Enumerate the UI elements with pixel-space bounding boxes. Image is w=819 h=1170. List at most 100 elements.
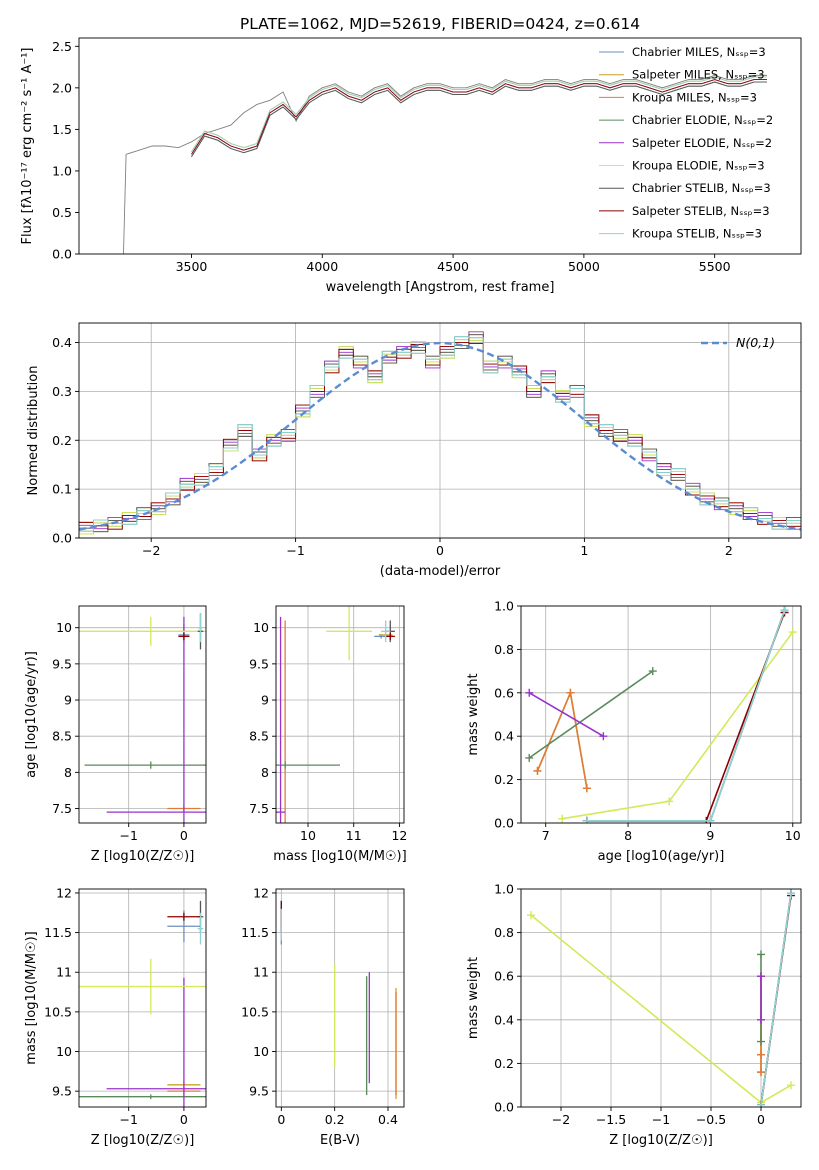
legend-entry-5: Kroupa ELODIE, Nₛₛₚ=3 — [632, 159, 765, 173]
tick-label-x: 9 — [706, 828, 714, 843]
tick-label-y: 10.5 — [241, 1004, 269, 1019]
x-axis-label: E(B-V) — [320, 1133, 360, 1148]
tick-label-x: 10 — [300, 828, 316, 843]
tick-label-y: 0.4 — [494, 1012, 514, 1027]
weight-line-8 — [586, 610, 786, 822]
tick-label-y: 0.2 — [52, 433, 72, 448]
tick-label-y: 9.5 — [52, 656, 72, 671]
axes-frame — [78, 37, 802, 255]
tick-label-y: 10 — [56, 1044, 72, 1059]
tick-label-y: 11.5 — [241, 925, 269, 940]
plot-area-spectrum — [123, 74, 767, 254]
gaussian-reference — [79, 341, 801, 531]
weight-line-1 — [536, 689, 588, 789]
model-spectrum-6 — [191, 81, 767, 158]
tick-label-y: 8 — [64, 765, 72, 780]
tick-label-y: 8.5 — [52, 729, 72, 744]
panel-age-vs-mass: 10 11 12 7.5 8 8.5 9 9.5 10 mass [log10(M/M☉)] — [249, 605, 407, 864]
tick-label-y: 0.6 — [494, 685, 514, 700]
tick-label-y: 1.0 — [494, 599, 514, 614]
axes-frame — [520, 605, 802, 824]
residual-histogram-8 — [79, 336, 801, 532]
tick-label-x: 0 — [757, 1112, 765, 1127]
tick-label-y: 12 — [253, 885, 269, 900]
weight-marker-5-0 — [527, 911, 535, 920]
weight-marker-8-1 — [787, 889, 795, 898]
plot-area-residuals — [79, 331, 801, 535]
weight-marker-8-2 — [780, 606, 789, 615]
tick-label-x: 11 — [346, 828, 362, 843]
panel-spectrum: 3500 4000 4500 5000 5500 0.0 0.5 1.0 1.5 2.0 2.5 wa… — [20, 37, 802, 295]
tick-label-y: 0.8 — [494, 642, 514, 657]
weight-marker-2-1 — [566, 688, 575, 697]
tick-label-y: 1.0 — [494, 882, 514, 897]
tick-label-x: 2 — [725, 543, 733, 558]
weight-marker-5-1 — [665, 797, 674, 806]
tick-label-y: 0.1 — [52, 482, 72, 497]
tick-label-y: 10 — [253, 620, 269, 635]
tick-label-x: −2 — [142, 543, 160, 558]
weight-marker-8-1 — [706, 816, 715, 823]
weight-marker-2-2 — [582, 784, 591, 793]
tick-label-y: 10 — [56, 620, 72, 635]
tick-label-x: −1 — [652, 1112, 670, 1127]
x-axis-label: wavelength [Angstrom, rest frame] — [326, 280, 555, 295]
weight-marker-5-0 — [558, 814, 567, 823]
tick-label-y: 0.0 — [52, 531, 72, 546]
tick-label-x: 5500 — [699, 259, 731, 274]
legend-entry-gaussian: N(0,1) — [736, 335, 775, 350]
weight-line-4 — [528, 692, 604, 737]
tick-label-x: 7 — [542, 828, 550, 843]
y-axis-label: mass weight — [466, 957, 481, 1039]
tick-label-y: 0.6 — [494, 969, 514, 984]
tick-label-x: −1 — [286, 543, 304, 558]
tick-label-x: 4000 — [306, 259, 338, 274]
tick-label-y: 9.5 — [52, 1084, 72, 1099]
model-spectrum-7 — [191, 79, 767, 155]
tick-label-x: 12 — [391, 828, 407, 843]
tick-label-y: 0.4 — [494, 729, 514, 744]
tick-label-x: −2 — [552, 1112, 570, 1127]
weight-marker-3-0 — [757, 1037, 765, 1046]
tick-label-y: 2.5 — [52, 39, 72, 54]
panel-mass-vs-EBV: 0 0.2 0.4 9.5 10 10.5 11 11.5 12 E(B-V) — [241, 885, 405, 1148]
tick-label-x: 5000 — [568, 259, 600, 274]
weight-marker-4-0 — [525, 688, 534, 697]
observed-spectrum — [123, 74, 767, 254]
tick-label-x: 10 — [785, 828, 801, 843]
x-axis-label: Z [log10(Z/Z☉)] — [609, 1133, 713, 1148]
tick-label-y: 8 — [261, 765, 269, 780]
tick-label-y: 11.5 — [44, 925, 72, 940]
weight-marker-4-0 — [757, 1015, 765, 1024]
tick-label-x: 0 — [180, 828, 188, 843]
legend-entry-1: Salpeter MILES, Nₛₛₚ=3 — [632, 68, 765, 82]
tick-label-y: 12 — [56, 885, 72, 900]
y-axis-label: age [log10(age/yr)] — [24, 651, 39, 778]
weight-marker-8-0 — [757, 1100, 765, 1107]
weight-line-8 — [760, 893, 792, 1105]
tick-label-x: −0.5 — [696, 1112, 726, 1127]
tick-label-x: 4500 — [437, 259, 469, 274]
legend-entry-2: Kroupa MILES, Nₛₛₚ=3 — [632, 90, 757, 104]
tick-label-y: 10 — [253, 1044, 269, 1059]
tick-label-x: 0 — [277, 1112, 285, 1127]
tick-label-x: 0.2 — [325, 1112, 345, 1127]
tick-label-y: 10.5 — [44, 1004, 72, 1019]
plot-area-age-vs-Z — [79, 613, 206, 823]
tick-label-y: 0.8 — [494, 925, 514, 940]
plot-area-weight-vs-Z — [527, 889, 795, 1107]
weight-marker-4-1 — [757, 972, 765, 981]
weight-marker-3-0 — [525, 753, 534, 762]
y-axis-label: mass weight — [466, 673, 481, 755]
panel-weight-vs-Z: −2 −1.5 −1 −0.5 0 0.0 0.2 0.4 0.6 0.8 1.0 Z [log10(… — [466, 882, 802, 1148]
tick-label-y: 9 — [64, 693, 72, 708]
plot-area-weight-vs-age — [525, 606, 797, 823]
tick-label-x: 8 — [624, 828, 632, 843]
weight-line-2 — [536, 689, 588, 789]
tick-label-y: 0.0 — [494, 816, 514, 831]
tick-label-x: 1 — [580, 543, 588, 558]
plot-area-mass-vs-Z — [79, 900, 206, 1107]
legend-entry-3: Chabrier ELODIE, Nₛₛₚ=2 — [632, 113, 773, 127]
panel-weight-vs-age: 7 8 9 10 0.0 0.2 0.4 0.6 0.8 1.0 age [log10(age/yr… — [466, 599, 802, 864]
